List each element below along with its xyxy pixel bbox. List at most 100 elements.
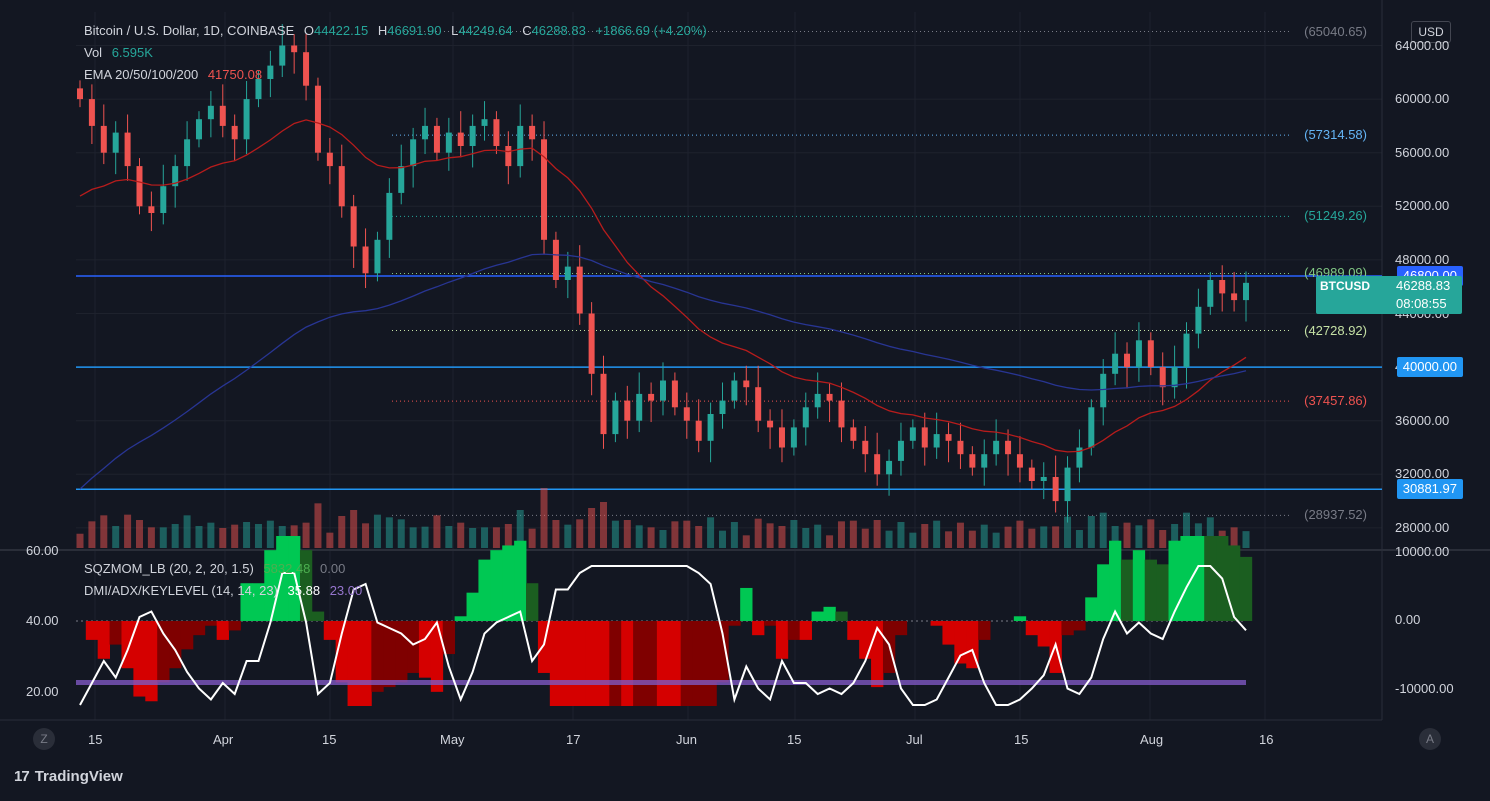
volume-bar [683, 520, 691, 548]
volume-bar [88, 521, 96, 548]
candle-body [517, 125, 524, 167]
sqz-momentum-bar [323, 621, 337, 640]
last-price-tag: BTCUSD 46288.83 08:08:55 [1316, 276, 1462, 314]
candle-body [957, 440, 964, 455]
candle-body [600, 373, 607, 435]
volume-bar [1230, 527, 1238, 548]
candle-body [707, 414, 714, 441]
price-axis-label: 56000.00 [1395, 144, 1450, 160]
sqz-momentum-bar [204, 621, 218, 626]
candle-body [88, 99, 95, 126]
candle-body [1195, 306, 1202, 334]
osc-axis-label: 10000.00 [1395, 544, 1450, 559]
candle-body [648, 393, 655, 401]
ohlc-close: 46288.83 [531, 23, 586, 38]
volume-bar [1159, 530, 1167, 548]
time-axis-label: 16 [1259, 732, 1274, 747]
volume-bar [76, 533, 84, 548]
volume-bar [992, 532, 1000, 548]
candle-body [814, 393, 821, 408]
ohlc-open: 44422.15 [313, 23, 369, 38]
sqz-momentum-bar [1085, 597, 1098, 621]
candle-body [981, 454, 988, 468]
sqz-momentum-bar [1109, 540, 1122, 621]
volume-bar [183, 515, 191, 548]
candle-body [243, 99, 250, 140]
candle-body [695, 420, 702, 441]
legend-ema-row[interactable]: EMA 20/50/100/200 41750.08 [84, 67, 262, 82]
candle-body [1183, 333, 1190, 368]
volume-bar [159, 527, 167, 548]
volume-label: Vol [84, 45, 103, 60]
volume-bar [611, 520, 619, 548]
volume-bar [945, 531, 953, 548]
sqz-momentum-bar [585, 621, 598, 706]
volume-bar [766, 523, 774, 548]
candle-body [576, 266, 583, 314]
tradingview-brand[interactable]: 17 TradingView [14, 768, 123, 785]
sqzmom-label: SQZMOM_LB (20, 2, 20, 1.5) [84, 561, 254, 576]
volume-bar [861, 528, 869, 548]
currency-button[interactable]: USD [1411, 21, 1451, 43]
volume-bar [1194, 523, 1202, 548]
candle-body [172, 166, 179, 187]
sqz-momentum-bar [811, 611, 824, 621]
candle-body [969, 454, 976, 468]
horizontal-line-price-tag: 40000.00 [1396, 357, 1463, 378]
candle-body [790, 427, 797, 448]
candle-body [148, 206, 155, 213]
sqz-momentum-bar [490, 550, 503, 621]
fib-level-label: (37457.86) [1304, 393, 1367, 409]
sqz-momentum-bar [1228, 545, 1241, 621]
price-axis-label: 48000.00 [1395, 251, 1450, 267]
volume-bar [790, 520, 798, 548]
sqz-momentum-bar [478, 559, 491, 621]
volume-bar [623, 520, 631, 548]
legend-volume-row[interactable]: Vol 6.595K [84, 45, 153, 60]
sqz-momentum-bar [192, 621, 206, 636]
sqz-momentum-bar [216, 621, 229, 640]
candle-body [1159, 367, 1166, 388]
zoom-button[interactable]: Z [33, 728, 55, 750]
volume-bar [933, 520, 941, 548]
candle-body [778, 427, 785, 448]
sqz-momentum-bar [1061, 621, 1074, 636]
legend-sqzmom-row[interactable]: SQZMOM_LB (20, 2, 20, 1.5) 5832.48 0.00 [84, 561, 345, 576]
sqz-momentum-bar [954, 621, 967, 664]
time-axis-label: Jun [676, 732, 697, 747]
volume-bar [457, 522, 465, 548]
candle-body [1016, 454, 1023, 468]
sqz-momentum-bar [1132, 550, 1146, 621]
candle-body [671, 380, 678, 408]
candle-body [660, 380, 666, 401]
sqz-momentum-bar [371, 621, 384, 692]
price-axis-label: 60000.00 [1395, 91, 1450, 107]
volume-bar [1171, 524, 1179, 548]
auto-scale-button[interactable]: A [1419, 728, 1441, 750]
sqz-momentum-bar [704, 621, 717, 706]
sqz-momentum-bar [180, 621, 194, 650]
legend-dmi-row[interactable]: DMI/ADX/KEYLEVEL (14, 14, 23) 35.88 23.0… [84, 583, 362, 598]
volume-bar [445, 526, 453, 548]
ohlc-open-label: O [303, 23, 314, 38]
sqz-momentum-bar [1204, 536, 1217, 621]
candle-body [529, 125, 536, 140]
candle-body [279, 45, 286, 66]
dmi-value-2: 23.00 [329, 583, 363, 598]
ohlc-high-label: H [377, 23, 388, 38]
time-axis-label: 15 [1014, 732, 1029, 747]
candle-body [207, 105, 214, 120]
symbol-title: Bitcoin / U.S. Dollar, 1D, COINBASE [84, 23, 295, 38]
volume-bar [373, 514, 381, 548]
time-axis-label: Aug [1140, 732, 1164, 747]
sqz-momentum-bar [680, 621, 693, 706]
sqz-momentum-bar [847, 621, 860, 640]
sqz-momentum-bar [942, 621, 955, 645]
sqz-momentum-bar [418, 621, 432, 678]
candle-body [612, 400, 619, 435]
volume-bar [124, 514, 132, 548]
bar-countdown: 08:08:55 [1396, 296, 1447, 311]
volume-bar [897, 522, 905, 548]
volume-bar [659, 530, 667, 548]
